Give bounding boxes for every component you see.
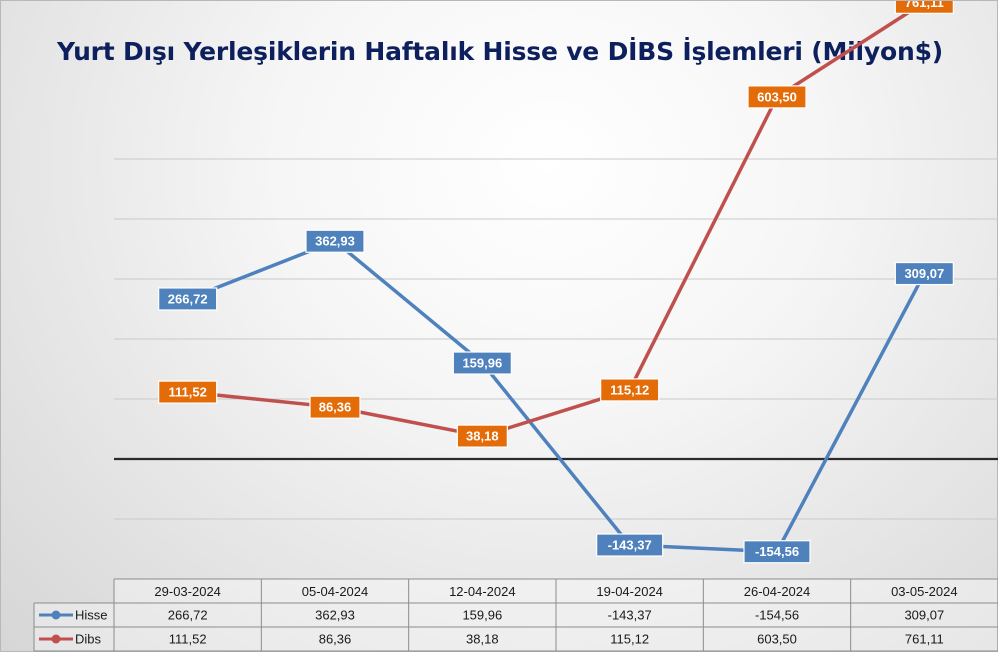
- chart-title: Yurt Dışı Yerleşiklerin Haftalık Hisse v…: [56, 37, 944, 66]
- data-label-box: [456, 424, 508, 448]
- data-label: 111,52: [169, 385, 207, 400]
- legend-key-marker: [51, 634, 61, 644]
- series-hisse: 266,72 362,93 159,96 -143,37 -154,56 309,07: [158, 229, 954, 564]
- table-cell: 159,96: [462, 608, 502, 623]
- table-cell: -143,37: [608, 608, 652, 623]
- data-label: -143,37: [608, 538, 652, 553]
- series-line: [187, 239, 926, 554]
- x-tick-label: 26-04-2024: [744, 584, 811, 599]
- data-label: 603,50: [757, 89, 797, 104]
- x-tick-label: 19-04-2024: [596, 584, 663, 599]
- data-label-box: [158, 380, 218, 404]
- x-tick-label: 05-04-2024: [302, 584, 369, 599]
- data-label-box: [894, 261, 954, 286]
- table-cell: 362,93: [315, 608, 355, 623]
- table-cell: 38,18: [466, 632, 499, 647]
- data-label-box: [309, 395, 361, 419]
- legend-label: Dibs: [75, 632, 102, 647]
- data-label-box: [600, 378, 660, 402]
- data-table: 29-03-2024 05-04-2024 12-04-2024 19-04-2024…: [33, 578, 998, 652]
- table-cell: 115,12: [610, 632, 649, 647]
- legend-label: Hisse: [75, 608, 108, 623]
- data-label: 266,72: [168, 291, 208, 306]
- data-label-box: [747, 85, 807, 109]
- data-label-box: [743, 540, 811, 564]
- table-cell: 761,11: [905, 632, 944, 647]
- data-label: 86,36: [319, 400, 352, 415]
- data-label-box: [596, 533, 664, 557]
- legend-key-marker: [51, 610, 61, 620]
- table-cell: 309,07: [904, 608, 944, 623]
- gridlines: [114, 158, 998, 580]
- data-label: 115,12: [610, 382, 649, 397]
- data-label: 309,07: [904, 266, 944, 281]
- data-label: 761,11: [905, 1, 944, 10]
- data-label: 362,93: [315, 234, 355, 249]
- data-label: -154,56: [755, 544, 799, 559]
- table-cell: 603,50: [757, 632, 797, 647]
- x-tick-label: 12-04-2024: [449, 584, 516, 599]
- table-cell: -154,56: [755, 608, 799, 623]
- table-cell: 86,36: [319, 632, 352, 647]
- x-tick-label: 29-03-2024: [154, 584, 221, 599]
- data-label-box: [305, 229, 365, 253]
- table-cell: 266,72: [168, 608, 208, 623]
- data-label-box: [158, 287, 218, 311]
- series-dibs: 111,52 86,36 38,18 115,12 603,50 761,11: [158, 1, 954, 448]
- data-label-box: [452, 351, 512, 375]
- data-label: 159,96: [462, 356, 502, 371]
- data-label-box: [894, 1, 954, 14]
- table-cell: 111,52: [169, 632, 207, 647]
- x-tick-label: 03-05-2024: [891, 584, 958, 599]
- data-label: 38,18: [466, 429, 499, 444]
